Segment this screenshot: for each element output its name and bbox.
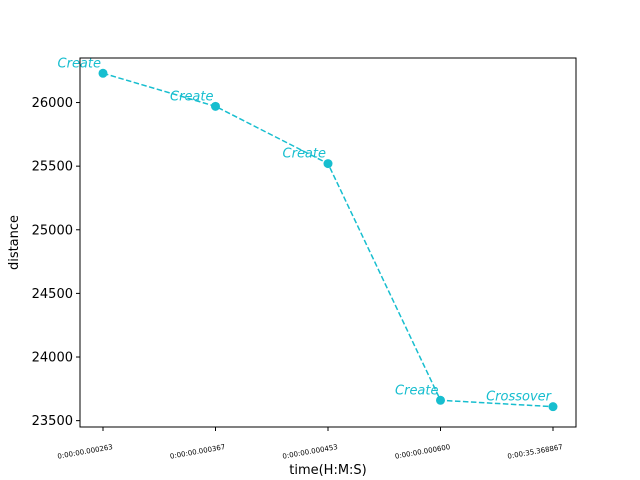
y-axis-title: distance (7, 215, 22, 270)
plot-layer: Create Create Create Create Crossover (58, 56, 558, 412)
data-point (98, 68, 108, 78)
data-point (323, 159, 333, 169)
data-point (211, 101, 220, 111)
x-tick-label: 0:00:35.368867 (507, 443, 563, 461)
point-annotation: Create (170, 89, 213, 104)
point-annotation: Create (58, 56, 101, 71)
y-tick-label: 24000 (32, 351, 73, 366)
y-tick-label: 26000 (32, 96, 73, 111)
x-axis-title: time(H:M:S) (289, 463, 367, 478)
y-tick-label: 25500 (32, 160, 73, 175)
plot-frame (79, 57, 577, 428)
y-tick-label: 24500 (32, 287, 73, 302)
x-tick-label: 0:00:00.000453 (282, 443, 338, 461)
x-tick-label: 0:00:00.000367 (169, 443, 225, 461)
series-line (102, 72, 554, 408)
data-point (548, 402, 558, 412)
axes-layer: 23500 24000 24500 25000 25500 26000 0:00:00.00… (32, 96, 564, 461)
point-annotation: Create (395, 383, 438, 398)
point-annotation: Crossover (486, 390, 553, 405)
y-tick-label: 23500 (32, 414, 73, 429)
data-point (436, 395, 445, 405)
y-tick-label: 25000 (32, 223, 73, 238)
point-annotation: Create (283, 147, 326, 162)
x-tick-label: 0:00:00.000600 (394, 443, 450, 461)
x-tick-label: 0:00:00.000263 (57, 443, 113, 461)
